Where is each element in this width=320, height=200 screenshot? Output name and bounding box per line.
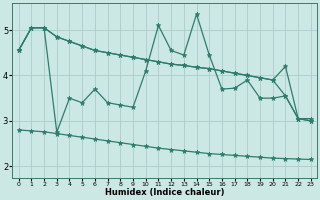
X-axis label: Humidex (Indice chaleur): Humidex (Indice chaleur): [105, 188, 225, 197]
